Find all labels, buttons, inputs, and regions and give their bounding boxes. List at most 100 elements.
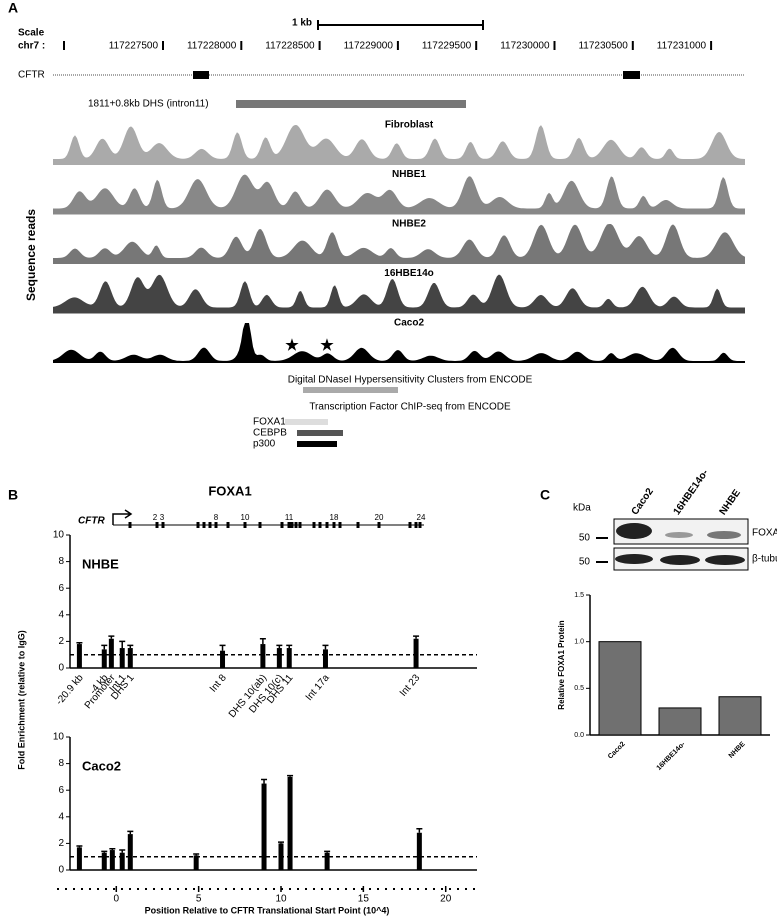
dnase-title: Digital DNaseI Hypersensitivity Clusters… xyxy=(288,375,533,386)
y-tick-label: 10 xyxy=(53,530,65,541)
exon xyxy=(214,522,218,528)
bar xyxy=(324,852,330,870)
kda-label: kDa xyxy=(573,503,591,514)
y-tick-label: 4 xyxy=(58,609,64,620)
exon xyxy=(623,71,640,79)
lane-label: Caco2 xyxy=(630,486,656,517)
exon-label: 3 xyxy=(160,513,165,522)
bar xyxy=(261,783,267,870)
error-bar xyxy=(413,635,420,639)
bar xyxy=(119,852,125,870)
exon-label: 24 xyxy=(417,513,426,522)
error-bar xyxy=(119,849,126,853)
band xyxy=(660,555,700,565)
bar xyxy=(658,707,702,736)
y-tick-label: 8 xyxy=(58,556,64,567)
exon xyxy=(294,522,298,528)
error-bar xyxy=(219,644,226,651)
exon xyxy=(290,522,294,528)
exon-label: 20 xyxy=(375,513,384,522)
bar xyxy=(287,776,293,870)
y-tick-label: 0 xyxy=(58,663,64,674)
coord-tick xyxy=(710,41,713,50)
bar xyxy=(119,648,125,668)
error-bar xyxy=(416,828,423,833)
error-bar xyxy=(322,644,329,650)
bar xyxy=(108,638,114,668)
y-tick-label: 6 xyxy=(58,583,64,594)
tss-arrow xyxy=(112,509,133,525)
y-tick-label: 2 xyxy=(58,636,64,647)
chip-label: FOXA1 xyxy=(253,417,286,428)
coord-label: 117229000 xyxy=(344,41,394,52)
dhs-label: 1811+0.8kb DHS (intron11) xyxy=(88,99,209,110)
exon xyxy=(280,522,284,528)
error-bar xyxy=(76,641,83,645)
dhs-bar xyxy=(236,100,466,108)
track-label: Caco2 xyxy=(394,318,424,329)
track-label: NHBE1 xyxy=(392,169,426,180)
x-tick-label: -20.9 kb xyxy=(54,672,86,707)
exon xyxy=(287,522,291,528)
exon-label: 18 xyxy=(330,513,339,522)
error-bar xyxy=(109,847,116,851)
coord-label: 117227500 xyxy=(109,41,159,52)
track-label: NHBE2 xyxy=(392,219,426,230)
signal-track xyxy=(53,174,745,215)
chip-bar xyxy=(285,419,328,425)
x-tick-label: 5 xyxy=(196,894,202,905)
y-tick-label: 2 xyxy=(58,838,64,849)
exon xyxy=(408,522,412,528)
coord-tick xyxy=(63,41,65,50)
exon xyxy=(243,522,247,528)
exon-label: 11 xyxy=(285,513,294,522)
error-bar xyxy=(193,853,200,856)
bar xyxy=(413,638,419,668)
exon xyxy=(196,522,200,528)
bar xyxy=(76,847,82,870)
coord-label: 117228000 xyxy=(187,41,237,52)
chart-title: Caco2 xyxy=(82,758,121,773)
exon xyxy=(193,71,209,79)
error-bar xyxy=(101,644,108,650)
exon xyxy=(318,522,322,528)
coord-tick xyxy=(396,41,399,50)
bar xyxy=(76,644,82,668)
y-axis-label: Relative FOXA1 Protein xyxy=(557,620,566,709)
bar xyxy=(276,648,282,668)
x-tick-label: 15 xyxy=(358,894,370,905)
band-label: FOXA1 xyxy=(752,528,777,539)
chrom-label: chr7 : xyxy=(18,41,45,52)
exon-label: 10 xyxy=(241,513,250,522)
error-bar xyxy=(119,640,126,649)
track-label: Fibroblast xyxy=(385,120,434,131)
bar xyxy=(101,649,107,668)
x-axis-label: Position Relative to CFTR Translational … xyxy=(145,905,390,915)
bar xyxy=(322,649,328,668)
error-bar xyxy=(76,845,83,848)
error-bar xyxy=(276,644,283,649)
error-bar xyxy=(127,644,134,649)
coord-label: 117228500 xyxy=(265,41,315,52)
bar xyxy=(220,650,226,668)
y-tick-label: 1.0 xyxy=(574,639,584,646)
x-tick-label: Int 8 xyxy=(208,672,229,694)
exon xyxy=(325,522,329,528)
chip-bar xyxy=(297,441,337,447)
exon xyxy=(418,522,422,528)
gene-label: CFTR xyxy=(18,70,45,81)
y-tick-label: 0 xyxy=(58,865,64,876)
star: ★ xyxy=(320,337,334,354)
error-bar xyxy=(278,841,284,844)
exon xyxy=(312,522,316,528)
error-bar xyxy=(287,774,294,777)
exon xyxy=(258,522,262,528)
coord-label: 117230000 xyxy=(500,41,550,52)
y-tick-label: 0.0 xyxy=(574,732,584,739)
bar xyxy=(127,648,133,668)
exon-label: 2 xyxy=(153,513,158,522)
coord-tick xyxy=(475,41,478,50)
bar xyxy=(598,641,642,736)
exon-label: 8 xyxy=(214,513,219,522)
